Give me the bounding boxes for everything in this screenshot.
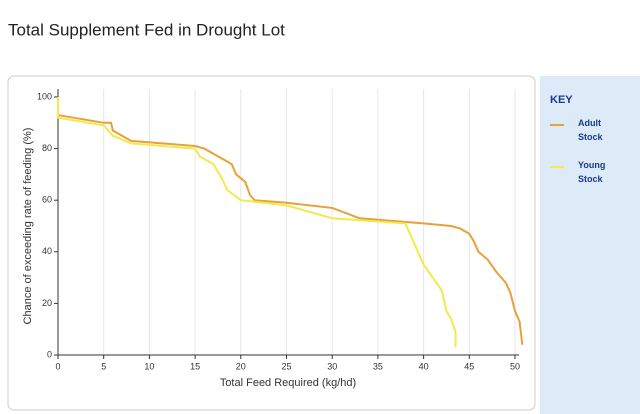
series-line [57, 97, 457, 348]
x-tick-label: 50 [510, 361, 520, 371]
y-tick-label: 80 [42, 143, 52, 153]
legend-item: Adult Stock [550, 116, 640, 144]
chart-frame [7, 75, 536, 411]
y-tick-label: 100 [37, 91, 52, 101]
x-tick-label: 30 [327, 361, 337, 371]
chart-title: Total Supplement Fed in Drought Lot [8, 20, 285, 39]
legend-item: Young Stock [550, 158, 640, 186]
y-tick-label: 60 [42, 195, 52, 205]
legend: KEY Adult Stock Young Stock [540, 76, 640, 414]
x-tick-label: 10 [144, 361, 154, 371]
y-axis-label: Chance of exceeding rate of feeding (%) [22, 128, 34, 325]
legend-title: KEY [550, 94, 573, 106]
x-tick-label: 35 [373, 361, 383, 371]
x-axis-label: Total Feed Required (kg/hd) [220, 377, 356, 389]
x-tick-label: 20 [236, 361, 246, 371]
legend-swatch [550, 124, 564, 126]
x-tick-label: 15 [190, 361, 200, 371]
x-tick-label: 25 [281, 361, 291, 371]
y-tick-label: 40 [42, 246, 52, 256]
legend-label: Adult Stock [578, 118, 603, 142]
y-tick-label: 20 [42, 298, 52, 308]
x-tick-label: 5 [101, 361, 106, 371]
x-tick-label: 45 [464, 361, 474, 371]
x-tick-label: 40 [419, 361, 429, 371]
x-tick-label: 0 [55, 361, 60, 371]
y-tick-label: 0 [47, 349, 52, 359]
legend-swatch [550, 166, 564, 168]
series-line [57, 114, 524, 345]
legend-label: Young Stock [578, 160, 606, 184]
